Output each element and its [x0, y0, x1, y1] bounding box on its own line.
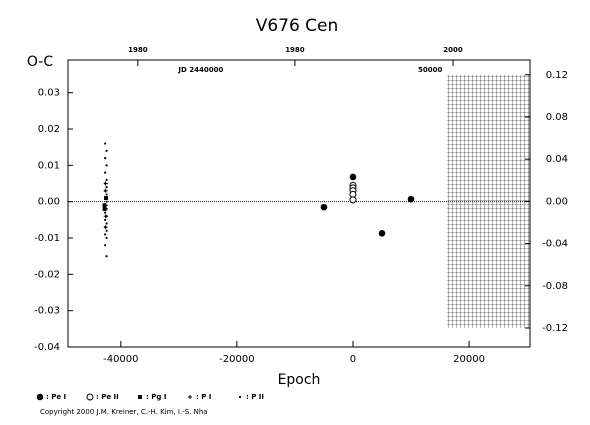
point [105, 200, 108, 203]
y-tick-label: 0.00 [38, 197, 60, 208]
x-tick-label: -20000 [219, 354, 254, 365]
copyright: Copyright 2000 J.M. Kreiner, C.-H. Kim, … [40, 408, 208, 416]
x-axis-label: Epoch [278, 372, 321, 388]
point [349, 173, 357, 181]
y-axis-label: O-C [27, 54, 53, 70]
y-tick-label: 0.01 [38, 160, 60, 171]
x-tick-label: -40000 [103, 354, 138, 365]
top-year-label: 2000 [443, 46, 463, 54]
point [104, 244, 107, 247]
point [104, 226, 107, 229]
legend-marker [36, 393, 44, 401]
point [102, 206, 107, 211]
y2-tick-label: 0.00 [546, 196, 568, 207]
point [105, 186, 108, 189]
y-tick-label: -0.04 [34, 342, 60, 353]
point [104, 196, 107, 200]
point [105, 255, 108, 258]
legend-marker [188, 395, 192, 399]
point [407, 195, 415, 203]
x-tick-label: 0 [350, 354, 356, 365]
point [105, 215, 108, 218]
point [105, 178, 108, 181]
y-tick-label: 0.03 [38, 88, 60, 99]
top-year-label: 1980 [128, 46, 148, 54]
legend-label: : Pe II [96, 393, 119, 401]
y-tick-label: -0.01 [34, 233, 60, 244]
point [104, 156, 107, 160]
point [104, 204, 107, 207]
y2-tick-label: -0.08 [542, 281, 568, 292]
top-year-label: 1980 [285, 46, 305, 54]
legend-marker [86, 393, 94, 401]
point [105, 149, 108, 152]
legend-marker [138, 395, 142, 399]
legend-label: : P II [246, 393, 264, 401]
y2-tick-label: 0.12 [546, 70, 568, 81]
point [104, 189, 107, 192]
y2-tick-label: -0.12 [542, 323, 568, 334]
point [378, 229, 386, 237]
plot-frame [67, 59, 531, 348]
top-jd-label: 50000 [418, 66, 442, 74]
legend-label: : P I [196, 393, 211, 401]
point [105, 229, 108, 232]
x-tick-label: 20000 [453, 354, 485, 365]
top-jd-label: JD 2440000 [177, 66, 223, 74]
point [105, 236, 108, 240]
y-tick-label: -0.03 [34, 306, 60, 317]
point [320, 203, 328, 211]
legend-marker [238, 395, 242, 399]
point [104, 142, 107, 145]
legend-label: : Pg I [146, 393, 166, 401]
point [105, 164, 108, 167]
point [104, 211, 107, 214]
point [105, 193, 108, 196]
chart-title: V676 Cen [256, 16, 339, 36]
point [104, 171, 107, 174]
point [105, 222, 108, 225]
y2-tick-label: -0.04 [542, 239, 568, 250]
point [105, 207, 108, 211]
y-tick-label: -0.02 [34, 269, 60, 280]
point [104, 233, 107, 236]
y-tick-label: 0.02 [38, 124, 60, 135]
point [349, 196, 357, 204]
legend-label: : Pe I [46, 393, 66, 401]
y2-tick-label: 0.04 [546, 154, 568, 165]
point [104, 218, 107, 221]
y2-tick-label: 0.08 [546, 112, 568, 123]
point [104, 182, 107, 185]
